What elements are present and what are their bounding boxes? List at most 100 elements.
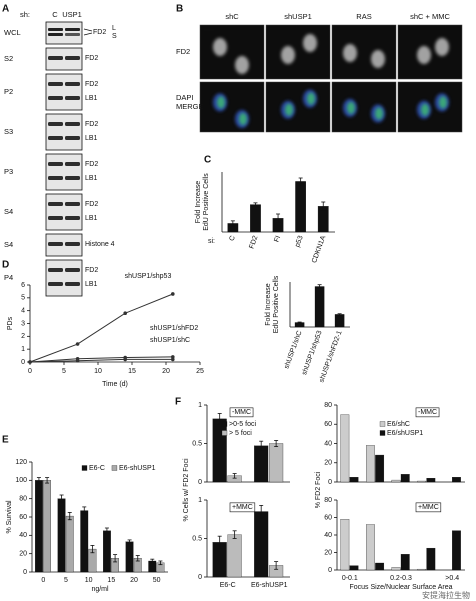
bar xyxy=(426,547,436,571)
micrograph xyxy=(265,81,331,133)
error-bar xyxy=(317,284,322,289)
x-tick-label: shUSP1/shFD2-1 xyxy=(318,330,343,384)
nucleus xyxy=(421,103,429,116)
y-tick-label: 80 xyxy=(19,496,27,503)
line xyxy=(29,293,173,363)
nucleus xyxy=(239,113,247,126)
x-tick-label: 0 xyxy=(41,577,45,584)
band xyxy=(48,216,63,220)
error-bar xyxy=(67,512,72,521)
fraction-label: P2 xyxy=(4,87,13,96)
blot xyxy=(45,47,83,71)
bar xyxy=(125,541,134,573)
bar xyxy=(340,414,350,483)
nucleus xyxy=(213,38,227,56)
y-tick-label: 0.5 xyxy=(192,440,202,447)
error-bar xyxy=(298,177,303,186)
bar xyxy=(452,477,461,483)
y-tick-label: 20 xyxy=(19,551,27,558)
marker xyxy=(75,342,80,346)
title-box xyxy=(229,407,254,418)
blot xyxy=(45,193,83,231)
row-label: DAPI xyxy=(176,93,194,102)
form-label: L xyxy=(112,25,116,32)
bar xyxy=(250,204,261,233)
error-bar xyxy=(259,440,264,451)
nucleus xyxy=(347,101,355,114)
legend-swatch xyxy=(379,421,386,427)
panel-label: E xyxy=(2,435,9,446)
y-tick-label: 100 xyxy=(15,477,27,484)
nucleus xyxy=(303,34,317,52)
bar xyxy=(227,534,242,578)
bar xyxy=(400,474,410,483)
y-tick-label: 0 xyxy=(328,567,332,574)
x-tick-label: E6-C xyxy=(220,582,236,589)
x-tick-label: 50 xyxy=(153,577,161,584)
legend-swatch xyxy=(111,465,118,471)
error-bar xyxy=(127,539,132,544)
blot xyxy=(45,233,83,257)
bar xyxy=(375,562,385,571)
band xyxy=(48,268,63,272)
band xyxy=(48,33,63,36)
bar xyxy=(391,479,401,483)
bar xyxy=(269,443,284,483)
error-bar xyxy=(104,527,109,534)
blot xyxy=(45,153,83,191)
x-tick-label: CDKN1A xyxy=(311,235,327,264)
error-bar xyxy=(135,555,140,562)
band-label: FD2 xyxy=(85,121,98,128)
nucleus xyxy=(417,46,431,64)
y-tick-label: 0 xyxy=(198,574,202,581)
error-bar xyxy=(321,201,326,211)
title-box xyxy=(229,502,256,513)
x-tick-label: 0-0.1 xyxy=(342,575,358,582)
y-axis-label: EdU Positive Cells xyxy=(203,173,210,231)
bar xyxy=(254,511,269,578)
blot xyxy=(45,113,83,151)
legend-swatch xyxy=(221,430,228,436)
x-tick-label: p53 xyxy=(294,235,305,248)
x-tick-label: FI xyxy=(273,235,282,243)
y-tick-label: 4 xyxy=(21,308,25,315)
legend-swatch xyxy=(379,430,386,436)
band-label: LB1 xyxy=(85,281,98,288)
x-tick-label: E6-shUSP1 xyxy=(251,582,288,589)
y-tick-label: 0 xyxy=(328,479,332,486)
bar xyxy=(417,568,427,571)
band xyxy=(65,56,80,60)
bar xyxy=(349,477,359,483)
x-tick-label: >0.4 xyxy=(445,575,459,582)
column-label: shC + MMC xyxy=(410,12,450,21)
band xyxy=(48,202,63,206)
error-bar xyxy=(150,558,155,564)
bar xyxy=(334,314,345,328)
x-axis-label: ng/ml xyxy=(91,586,109,593)
panel-label: B xyxy=(176,4,183,15)
error-bar xyxy=(259,504,264,519)
nucleus xyxy=(217,96,225,109)
y-axis-label: EdU Positive Cells xyxy=(273,275,280,333)
watermark: 安提海拉生物 xyxy=(422,590,470,600)
bar xyxy=(254,445,269,483)
subplot-title: -MMC xyxy=(232,409,251,416)
arrow xyxy=(83,32,93,36)
line xyxy=(29,358,173,363)
x-tick-label: 15 xyxy=(128,368,136,375)
error-bar xyxy=(337,313,342,316)
lane-label: USP1 xyxy=(62,10,82,19)
x-tick-label: 10 xyxy=(94,368,102,375)
x-tick-label: 10 xyxy=(85,577,93,584)
marker xyxy=(123,357,127,362)
x-prefix: si: xyxy=(208,238,215,245)
y-tick-label: 60 xyxy=(324,514,332,521)
band-label: LB1 xyxy=(85,135,98,142)
line xyxy=(29,356,173,363)
bar xyxy=(426,477,436,483)
x-tick-label: 20 xyxy=(130,577,138,584)
y-tick-label: 0 xyxy=(21,359,25,366)
band xyxy=(65,202,80,206)
marker xyxy=(171,292,175,296)
